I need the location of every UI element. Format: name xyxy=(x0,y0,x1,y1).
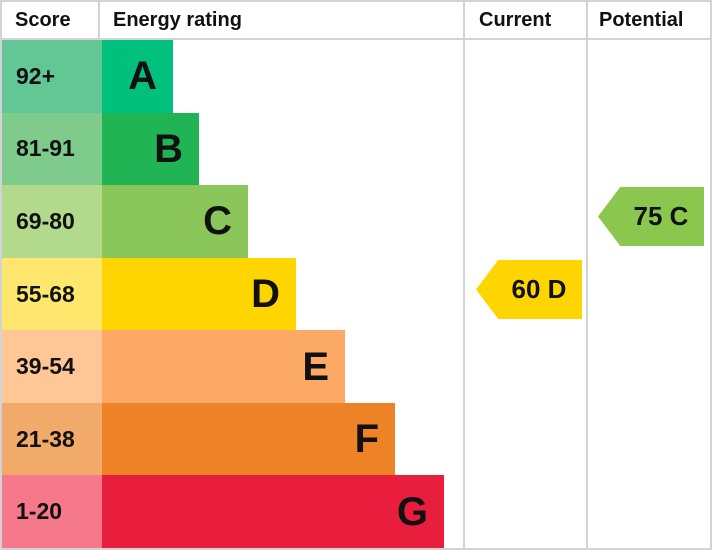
potential-rating-arrow: 75 C xyxy=(598,187,704,246)
rating-bar-c: C xyxy=(102,185,248,258)
rating-bar-e: E xyxy=(102,330,345,403)
rating-bar-f: F xyxy=(102,402,395,476)
current-rating-arrow: 60 D xyxy=(476,260,582,319)
band-row-d: 55-68 D xyxy=(2,257,710,331)
potential-column-divider xyxy=(586,2,588,548)
band-row-a: 92+ A xyxy=(2,40,710,113)
header-current: Current xyxy=(479,8,552,31)
header-potential: Potential xyxy=(599,8,684,31)
rating-bar-b: B xyxy=(102,112,199,186)
score-range-d: 55-68 xyxy=(2,257,102,331)
band-row-b: 81-91 B xyxy=(2,112,710,186)
band-row-c: 69-80 C xyxy=(2,185,710,258)
current-column-divider xyxy=(463,2,465,548)
header-score: Score xyxy=(2,2,100,38)
header-energy-rating: Energy rating xyxy=(113,8,242,31)
rating-bar-d: D xyxy=(102,257,296,331)
score-range-c: 69-80 xyxy=(2,185,102,258)
band-row-f: 21-38 F xyxy=(2,402,710,476)
score-range-a: 92+ xyxy=(2,40,102,113)
score-range-e: 39-54 xyxy=(2,330,102,403)
band-row-g: 1-20 G xyxy=(2,475,710,548)
score-range-f: 21-38 xyxy=(2,402,102,476)
rating-bar-g: G xyxy=(102,475,444,548)
band-rows: 92+ A 81-91 B 69-80 C 55-68 D 39-54 E 21-38 F 1-20 G xyxy=(2,40,710,548)
band-row-e: 39-54 E xyxy=(2,330,710,403)
rating-bar-a: A xyxy=(102,40,173,113)
score-range-b: 81-91 xyxy=(2,112,102,186)
chart-header: Score Energy rating Current Potential xyxy=(2,2,710,40)
score-range-g: 1-20 xyxy=(2,475,102,548)
